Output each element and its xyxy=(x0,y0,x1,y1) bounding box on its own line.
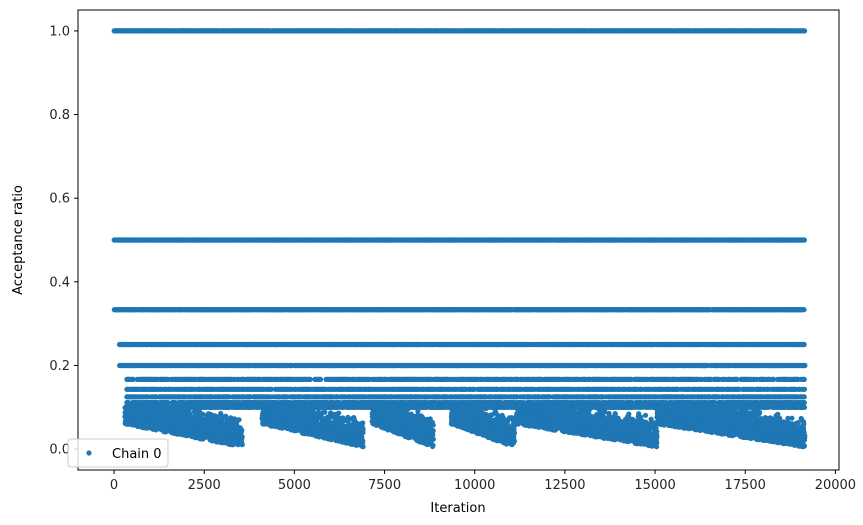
scatter-points xyxy=(111,28,808,450)
data-point xyxy=(801,237,808,243)
data-point xyxy=(802,28,808,34)
data-point xyxy=(801,307,807,313)
data-point xyxy=(801,341,807,348)
